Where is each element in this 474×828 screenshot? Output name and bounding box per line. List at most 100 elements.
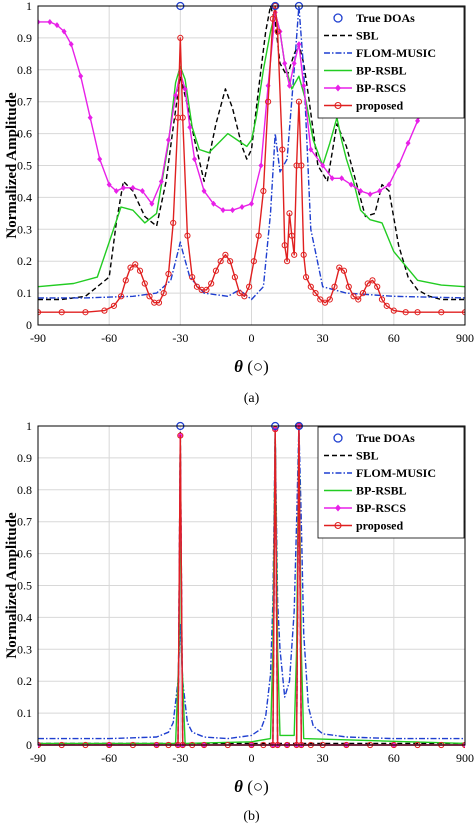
series-proposed-point (189, 274, 196, 281)
series-bp-rscs-point (258, 162, 264, 169)
y-tick-label: 0.1 (17, 706, 32, 720)
series-proposed-point (184, 232, 191, 239)
x-tick-label: -90 (30, 331, 46, 345)
y-tick-label: 0.4 (17, 190, 32, 204)
series-sbl-line (38, 5, 465, 301)
series-bp-rscs-point (38, 18, 41, 25)
legend-marker (335, 84, 341, 92)
figure-caption: (b) (243, 809, 260, 824)
series-proposed-point (165, 270, 172, 278)
chart-b: -90 -60 -30 0 30 60 900 0 0.1 0.2 0.3 0.4 0.5 0.6 0.7 0… (4, 419, 474, 824)
x-tick-label: -30 (172, 331, 188, 345)
series-bp-rscs-point (367, 191, 373, 198)
series-proposed-point (160, 290, 167, 297)
series-proposed-point (378, 296, 386, 303)
y-axis-label: Normalized Amplitude (4, 512, 20, 659)
series-proposed-point (359, 290, 367, 297)
series-proposed-line (38, 5, 465, 313)
series-proposed-point (132, 261, 139, 268)
series-proposed-point (307, 283, 314, 290)
series-bp-rscs-point (47, 18, 53, 25)
y-tick-label: 0.6 (17, 547, 32, 561)
series-bp-rscs-point (113, 188, 119, 195)
series-proposed-point (177, 432, 184, 439)
series-bp-rscs-point (78, 73, 84, 80)
y-tick-label: 0.5 (17, 159, 32, 173)
series-bp-rscs-point (308, 146, 314, 153)
series-proposed-point (136, 267, 144, 274)
legend-entry: BP-RSBL (356, 484, 407, 498)
y-tick-label: 0.5 (17, 579, 32, 593)
series-proposed-point (326, 296, 333, 303)
series-bp-rscs-point (192, 156, 198, 163)
plot-area (38, 2, 465, 316)
series-proposed-point (246, 283, 253, 290)
series-proposed-point (179, 114, 186, 121)
series-proposed-point (141, 280, 148, 287)
y-tick-label: 0.1 (17, 286, 32, 300)
series-proposed-point (383, 302, 390, 309)
x-tick-label: -90 (30, 751, 46, 765)
series-proposed-point (369, 277, 376, 284)
series-bp-rscs-point (301, 82, 307, 89)
series-bp-rscs-point (87, 114, 93, 121)
series-proposed-point (203, 286, 210, 294)
x-axis-label-symbol: θ (234, 777, 243, 796)
series-bp-rscs-point (173, 92, 179, 99)
series-proposed-point (217, 258, 224, 265)
series-bp-rscs-point (54, 22, 60, 29)
legend-marker (335, 504, 341, 512)
series-proposed-point (208, 280, 215, 287)
series-bp-rscs-point (239, 203, 245, 210)
series-bp-rscs-point (348, 181, 354, 188)
series-proposed-point (283, 258, 291, 265)
series-bp-rscs-point (97, 156, 103, 163)
series-proposed-point (355, 296, 362, 303)
x-tick-label: -30 (172, 751, 188, 765)
series-bp-rscs-point (282, 60, 288, 67)
series-proposed-point (298, 162, 305, 169)
series-proposed-point (177, 34, 184, 42)
series-bp-rscs-point (130, 184, 136, 191)
series-bp-rscs-point (291, 60, 297, 67)
series-proposed-point (82, 309, 89, 316)
series-bp-rscs-point (149, 200, 155, 207)
series-proposed-point (265, 98, 272, 105)
series-proposed-point (364, 280, 371, 287)
series-proposed-point (390, 307, 397, 314)
legend-marker (333, 433, 343, 443)
series-proposed-point (227, 258, 234, 265)
series-proposed-point (291, 251, 298, 258)
x-tick-label: 30 (317, 331, 329, 345)
series-proposed-point (274, 28, 281, 35)
series-proposed-point (350, 293, 357, 300)
series-proposed-point (212, 267, 220, 274)
series-proposed-point (231, 274, 238, 281)
series-proposed-point (302, 274, 310, 281)
series-flom-music-line (38, 5, 465, 301)
legend-marker (333, 13, 343, 23)
y-tick-label: 0.9 (17, 31, 32, 45)
x-tick-label: 60 (388, 751, 400, 765)
y-axis-label: Normalized Amplitude (4, 92, 20, 239)
series-proposed-point (122, 277, 129, 284)
legend-entry: True DOAs (356, 11, 415, 25)
legend-entry: proposed (356, 519, 403, 533)
y-tick-label: 0 (26, 318, 32, 332)
series-bp-rscs-point (220, 207, 226, 214)
series-bp-rscs-point (230, 207, 236, 214)
series-proposed-point (414, 309, 421, 316)
series-proposed-point (155, 299, 163, 306)
series-bp-rscs-point (329, 175, 335, 182)
series-proposed-point (286, 210, 293, 217)
series-bp-rscs-point (106, 181, 112, 188)
y-tick-label: 1 (26, 419, 32, 433)
series-bp-rscs-point (187, 124, 193, 131)
legend-entry: FLOM-MUSIC (356, 46, 436, 60)
x-tick-label: 30 (317, 751, 329, 765)
series-bp-rscs-point (339, 175, 345, 182)
legend-entry: FLOM-MUSIC (356, 466, 436, 480)
series-bp-rscs-point (211, 200, 217, 207)
series-proposed-point (222, 251, 229, 258)
series-proposed-point (260, 187, 267, 195)
